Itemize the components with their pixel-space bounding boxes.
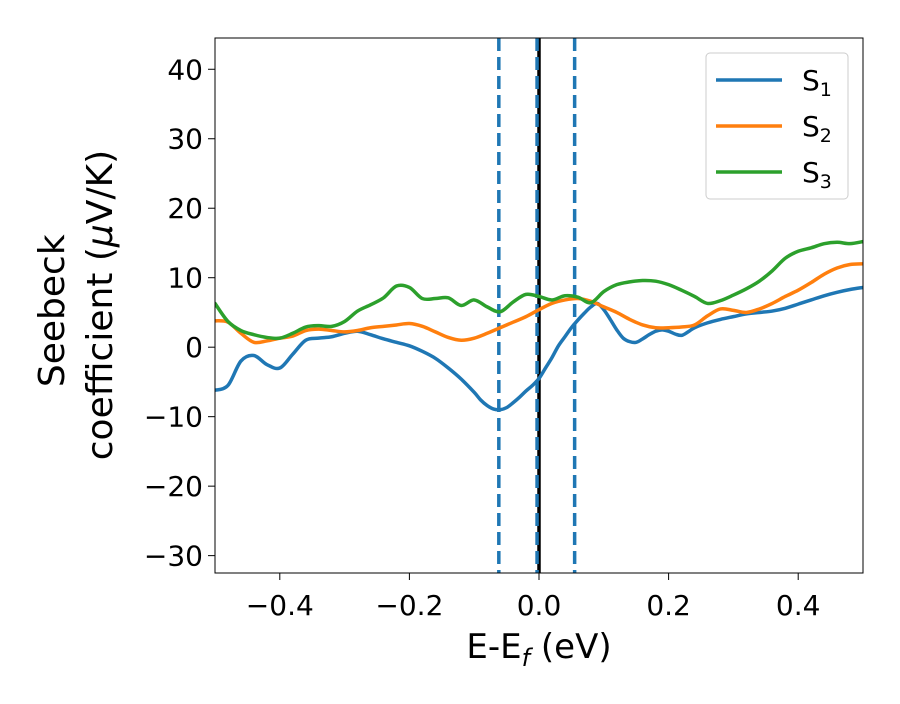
x-tick-label: 0.2 xyxy=(646,589,691,622)
x-axis-ticks: −0.4 −0.2 0.0 0.2 0.4 xyxy=(246,573,821,622)
y-axis-label-line2: coefficient (μV/K) xyxy=(80,150,121,460)
y-axis-label-mu: μ xyxy=(80,224,121,248)
legend-label-s2: S2 xyxy=(802,110,832,147)
x-tick-label: −0.4 xyxy=(246,589,314,622)
y-tick-label: 30 xyxy=(167,123,203,156)
y-axis-label-unit: V/K) xyxy=(80,150,121,224)
vertical-lines xyxy=(497,38,577,573)
x-tick-label: 0.0 xyxy=(517,589,562,622)
series-lines xyxy=(215,239,863,412)
legend-label-s1: S1 xyxy=(802,64,832,101)
y-tick-label: 0 xyxy=(185,331,203,364)
y-tick-label: 20 xyxy=(167,192,203,225)
x-axis-label-suffix: (eV) xyxy=(530,627,612,667)
y-tick-label: −20 xyxy=(144,470,203,503)
y-axis-ticks: −30 −20 −10 0 10 20 30 40 xyxy=(144,53,215,573)
y-tick-label: −30 xyxy=(144,540,203,573)
y-axis-label-line1: Seebeck xyxy=(32,234,73,387)
legend: S1 S2 S3 xyxy=(705,52,849,200)
legend-label-s3: S3 xyxy=(802,156,832,193)
y-axis-label-coefficient: coefficient ( xyxy=(80,247,121,460)
x-axis-label-main: E-E xyxy=(466,627,521,667)
y-tick-label: 10 xyxy=(167,262,203,295)
y-axis-label: Seebeck coefficient (μV/K) xyxy=(32,150,121,460)
series-line-s2 xyxy=(215,262,863,345)
x-tick-label: 0.4 xyxy=(776,589,821,622)
x-tick-label: −0.2 xyxy=(375,589,443,622)
x-axis-label: E-Ef (eV) xyxy=(466,627,611,672)
y-tick-label: 40 xyxy=(167,53,203,86)
y-tick-label: −10 xyxy=(144,401,203,434)
series-line-s3 xyxy=(215,239,863,341)
